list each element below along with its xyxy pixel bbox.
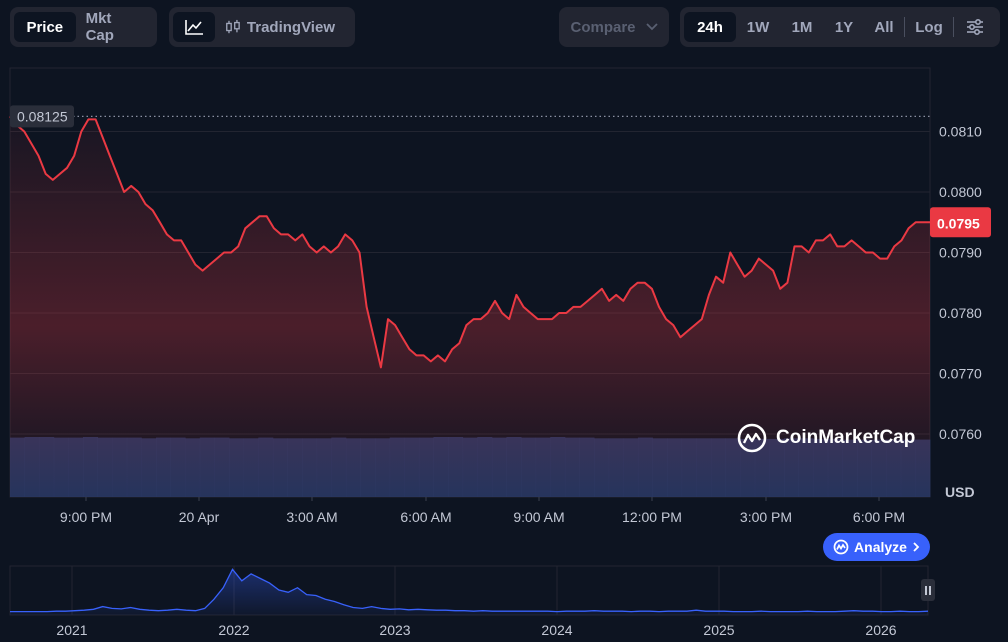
divider (904, 17, 905, 37)
tradingview-button[interactable]: TradingView (215, 12, 345, 42)
sliders-icon (967, 19, 983, 35)
navigator-handle[interactable] (921, 579, 935, 601)
currency-label: USD (945, 484, 975, 500)
chevron-down-icon (645, 23, 658, 31)
time-range-toggle: 24h 1W 1M 1Y All Log (680, 7, 1000, 47)
chevron-right-icon (913, 542, 920, 552)
compare-dropdown[interactable]: Compare (559, 7, 669, 47)
log-scale-toggle[interactable]: Log (915, 18, 943, 36)
divider (953, 17, 954, 37)
chart-type-toggle: TradingView (169, 7, 355, 47)
x-tick-label: 3:00 PM (740, 509, 792, 525)
price-area-fill (10, 116, 930, 498)
price-line (9, 115, 930, 369)
line-chart-icon (185, 20, 203, 35)
navigator-year-label: 2026 (865, 622, 896, 638)
analyze-label: Analyze (854, 539, 907, 555)
range-1y-tab[interactable]: 1Y (834, 18, 854, 36)
range-1m-tab[interactable]: 1M (791, 18, 813, 36)
candlestick-icon (226, 19, 240, 34)
x-tick-label: 6:00 PM (853, 509, 905, 525)
price-area (10, 116, 930, 498)
x-tick-label: 3:00 AM (286, 509, 337, 525)
navigator-year-label: 2021 (56, 622, 87, 638)
navigator: 2021 2022 2023 2024 2025 2026 (9, 565, 929, 638)
view-toggle: Price Mkt Cap (10, 7, 157, 47)
y-tick-label: 0.0760 (939, 426, 982, 442)
price-line-path (9, 115, 930, 369)
x-tick-label: 9:00 PM (60, 509, 112, 525)
coinmarketcap-logo-icon (737, 423, 767, 453)
navigator-year-label: 2025 (703, 622, 734, 638)
analyze-button[interactable]: Analyze (823, 533, 930, 561)
y-tick-label: 0.0780 (939, 305, 982, 321)
x-tick-label: 9:00 AM (513, 509, 564, 525)
current-price-badge (930, 207, 991, 238)
navigator-line (10, 568, 929, 613)
pause-icon (925, 585, 931, 595)
navigator-year-label: 2023 (379, 622, 410, 638)
navigator-frame (9, 565, 929, 616)
line-chart-button[interactable] (173, 12, 215, 42)
range-all-tab[interactable]: All (874, 18, 894, 36)
range-24h-tab[interactable]: 24h (684, 12, 736, 42)
navigator-year-label: 2024 (541, 622, 572, 638)
navigator-area (10, 569, 928, 615)
current-price-label: 0.0795 (937, 215, 980, 231)
x-tick-label: 20 Apr (179, 509, 220, 525)
coinmarketcap-watermark: CoinMarketCap (736, 422, 915, 454)
y-tick-label: 0.0790 (939, 245, 982, 261)
navigator-year-label: 2022 (218, 622, 249, 638)
market-cap-tab[interactable]: Mkt Cap (85, 10, 114, 44)
compare-label: Compare (570, 18, 636, 36)
y-tick-label: 0.0800 (939, 184, 982, 200)
x-tick-label: 12:00 PM (622, 509, 682, 525)
range-1w-tab[interactable]: 1W (746, 18, 770, 36)
start-price-badge (10, 105, 74, 128)
coinmarketcap-logo-icon (833, 539, 849, 555)
y-axis: 0.08125 0.0810 0.0800 0.0790 0.0780 0.0770 0.0… (10, 105, 991, 442)
x-axis: 9:00 PM 20 Apr 3:00 AM 6:00 AM 9:00 AM 12:00 … (60, 497, 905, 525)
start-price-label: 0.08125 (17, 108, 68, 124)
x-tick-label: 6:00 AM (400, 509, 451, 525)
tradingview-label: TradingView (246, 18, 335, 36)
price-tab[interactable]: Price (14, 12, 76, 42)
watermark-text: CoinMarketCap (776, 427, 916, 448)
y-tick-label: 0.0770 (939, 366, 982, 382)
y-tick-label: 0.0810 (939, 124, 982, 140)
settings-button[interactable] (954, 12, 996, 42)
